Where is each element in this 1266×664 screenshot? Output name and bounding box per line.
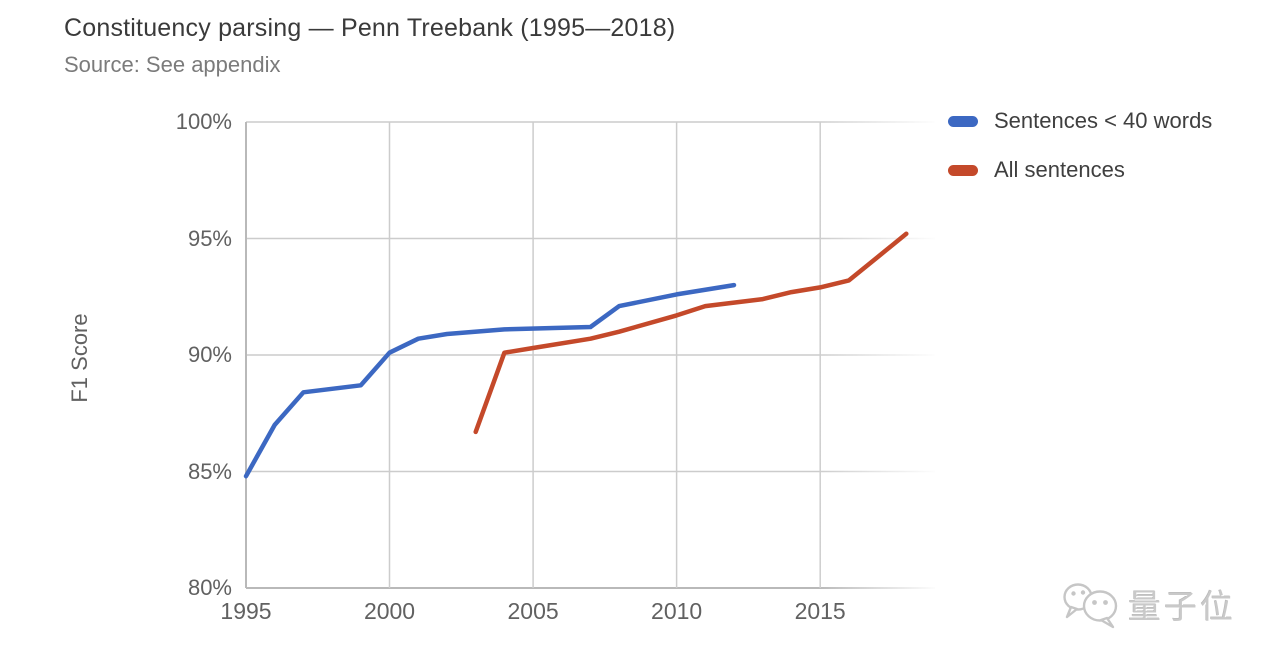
x-tick-label: 1995: [220, 598, 272, 624]
legend-item-all-sentences: All sentences: [948, 157, 1212, 183]
y-tick-label: 100%: [175, 109, 232, 134]
legend: Sentences < 40 words All sentences: [948, 108, 1212, 206]
y-tick-label: 80%: [187, 575, 232, 600]
y-tick-label: 90%: [187, 342, 232, 367]
legend-swatch-blue: [948, 115, 978, 127]
line-chart: [243, 119, 939, 591]
watermark: 量子位: [1062, 578, 1236, 630]
legend-label: All sentences: [994, 157, 1125, 182]
page-title: Constituency parsing — Penn Treebank (19…: [64, 14, 676, 42]
watermark-text: 量子位: [1128, 588, 1236, 625]
x-tick-label: 2010: [651, 598, 703, 624]
legend-label: Sentences < 40 words: [994, 108, 1213, 133]
x-tick-label: 2000: [363, 598, 416, 624]
y-axis-title: F1 Score: [67, 313, 92, 403]
series-line-1: [473, 231, 909, 435]
series-line-0: [243, 282, 737, 479]
x-tick-label: 2005: [507, 598, 559, 624]
y-tick-label: 95%: [187, 225, 232, 251]
y-tick-label: 85%: [187, 458, 232, 484]
legend-item-sentences-lt-40-words: Sentences < 40 words: [948, 108, 1212, 134]
x-tick-label: 2015: [794, 598, 846, 624]
page-subtitle: Source: See appendix: [64, 52, 281, 77]
chat-bubbles-icon: [1063, 583, 1118, 629]
legend-swatch-red: [948, 164, 978, 176]
right-fade-overlay: [818, 119, 939, 591]
